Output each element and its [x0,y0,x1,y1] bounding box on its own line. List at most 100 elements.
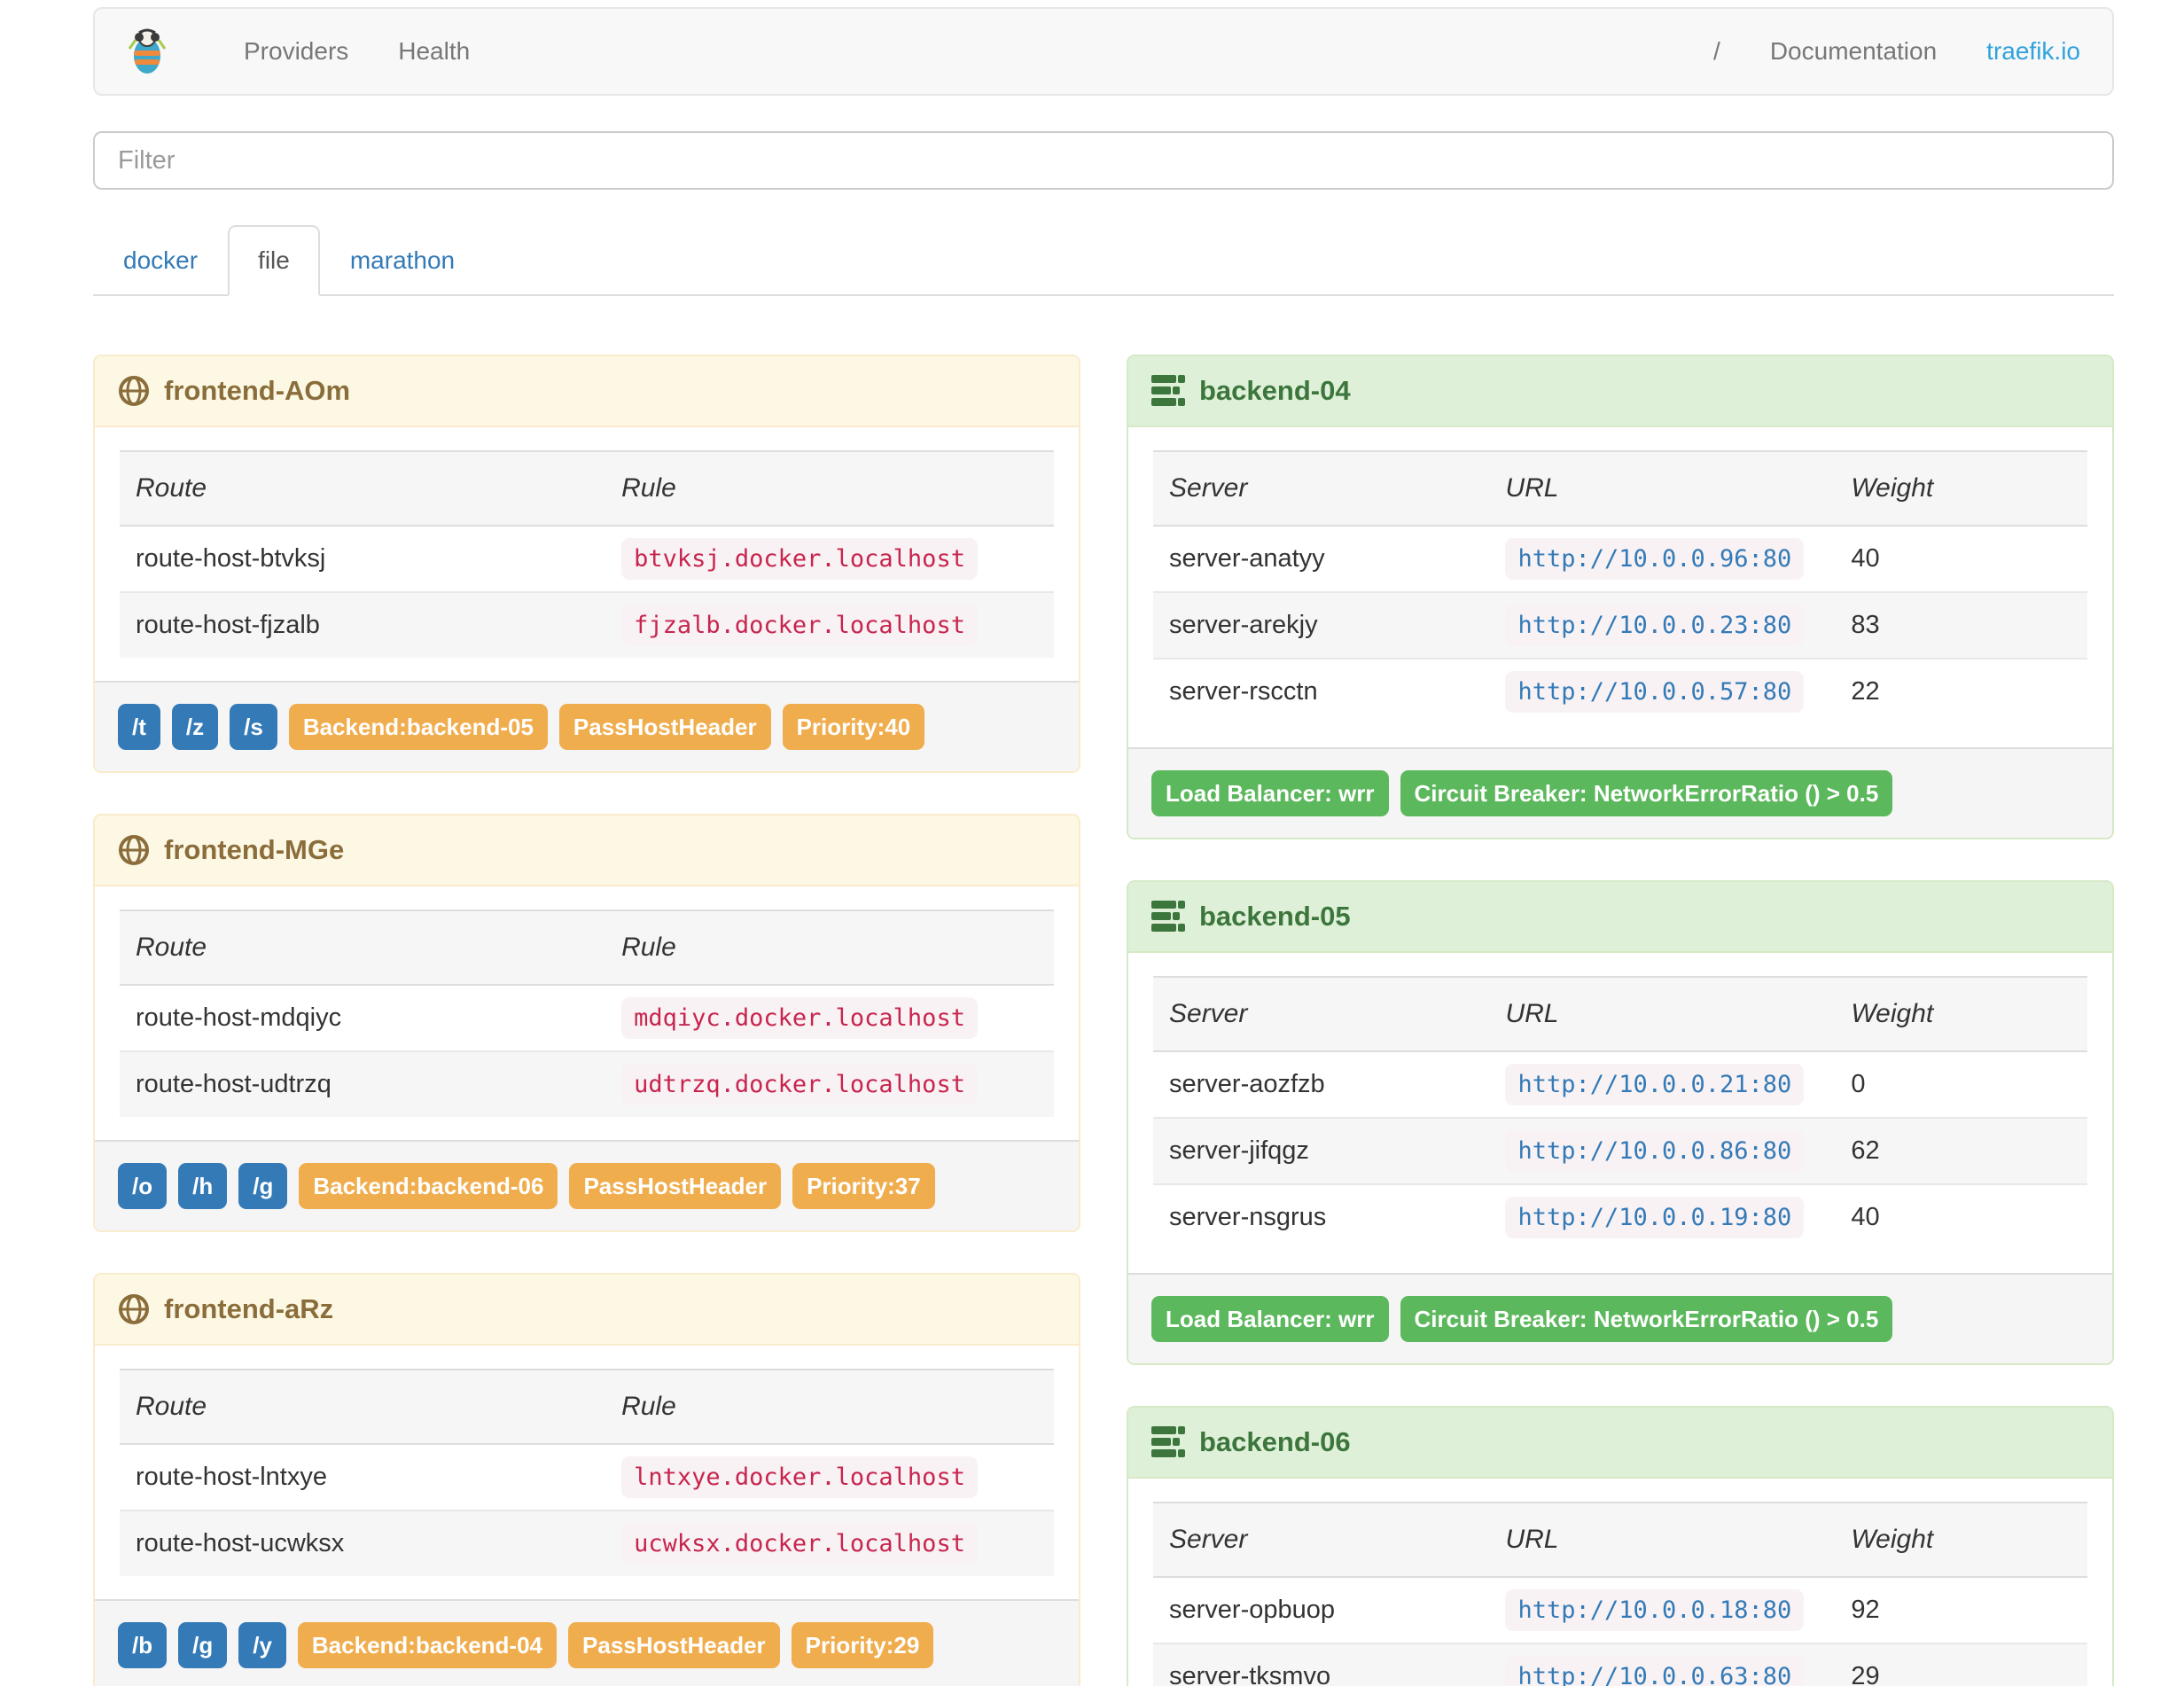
server-stack-icon [1151,1426,1185,1457]
backend-panel-heading: backend-05 [1128,882,2112,953]
backend-title: backend-06 [1199,1426,1351,1457]
tab-marathon[interactable]: marathon [320,225,485,296]
route-column-header: Route [120,909,606,986]
server-url-link[interactable]: http://10.0.0.21:80 [1505,1064,1805,1105]
globe-icon [119,376,149,406]
weight-column-header: Weight [1835,1502,2087,1578]
passhostheader-badge: PassHostHeader [558,704,771,750]
table-row: server-arekjy http://10.0.0.23:80 83 [1153,591,2087,659]
backend-panel: backend-05 Server URL Weight [1127,880,2114,1365]
backend-title: backend-05 [1199,901,1351,932]
table-row: server-aozfzb http://10.0.0.21:80 0 [1153,1051,2087,1118]
server-cell: server-tksmvo [1153,1643,1490,1686]
nav-traefik-io-link[interactable]: traefik.io [1986,37,2080,65]
entrypoint-badge: /g [178,1622,228,1668]
server-url-link[interactable]: http://10.0.0.63:80 [1505,1656,1805,1686]
rule-code: fjzalb.docker.localhost [621,605,978,646]
table-row: route-host-btvksj btvksj.docker.localhos… [120,526,1054,592]
entrypoint-badge: /g [238,1163,288,1209]
globe-icon [119,835,149,865]
weight-cell: 92 [1851,1596,1880,1624]
backend-panel-heading: backend-06 [1128,1408,2112,1479]
url-cell: http://10.0.0.21:80 [1489,1051,1835,1118]
rule-cell: udtrzq.docker.localhost [605,1050,1054,1117]
tab-docker[interactable]: docker [93,225,228,296]
entrypoint-badge: /z [171,704,219,750]
tab-docker-label[interactable]: docker [123,246,199,274]
weight-column-header: Weight [1835,976,2087,1052]
backend-panel-body: Server URL Weight server-anatyy http://1… [1128,427,2112,747]
weight-cell: 40 [1835,1183,2087,1250]
frontend-title: frontend-AOm [164,375,351,406]
rule-code: btvksj.docker.localhost [621,538,978,580]
frontend-panel-body: Route Rule route-host-btvksj btvksj.dock… [95,427,1079,681]
content-columns: frontend-AOm Route Rule ro [93,355,2114,1686]
server-column-header: Server [1153,450,1490,527]
priority-badge: Priority:29 [791,1622,934,1668]
circuit-breaker-badge: Circuit Breaker: NetworkErrorRatio () > … [1400,1296,1893,1342]
rule-code: udtrzq.docker.localhost [621,1064,978,1105]
server-url-link[interactable]: http://10.0.0.86:80 [1505,1130,1805,1172]
load-balancer-badge: Load Balancer: wrr [1151,770,1389,816]
backend-badge: Backend:backend-04 [297,1622,558,1668]
url-cell: http://10.0.0.57:80 [1489,658,1836,724]
load-balancer-badge: Load Balancer: wrr [1151,1296,1389,1342]
server-stack-icon [1151,375,1185,406]
route-cell: route-host-btvksj [136,544,326,573]
server-url-link[interactable]: http://10.0.0.18:80 [1505,1589,1805,1631]
weight-cell: 62 [1835,1117,2087,1184]
server-url-link[interactable]: http://10.0.0.96:80 [1505,538,1805,580]
entrypoint-badge: /b [118,1622,168,1668]
passhostheader-badge: PassHostHeader [569,1163,782,1209]
table-row: server-tksmvo http://10.0.0.63:80 29 [1153,1643,2087,1686]
servers-table: Server URL Weight server-anatyy http://1… [1153,450,2087,724]
table-row: server-opbuop http://10.0.0.18:80 92 [1153,1577,2087,1643]
route-cell: route-host-ucwksx [120,1510,606,1576]
rule-cell: mdqiyc.docker.localhost [605,985,1054,1051]
weight-cell: 83 [1835,591,2087,659]
server-url-link[interactable]: http://10.0.0.23:80 [1505,605,1805,646]
frontend-title: frontend-aRz [164,1293,334,1324]
traefik-logo-icon [127,27,168,75]
nav-documentation-link[interactable]: Documentation [1769,37,1938,65]
server-url-link[interactable]: http://10.0.0.19:80 [1505,1197,1805,1238]
servers-table: Server URL Weight server-aozfzb http://1… [1153,976,2087,1250]
route-cell: route-host-udtrzq [120,1050,606,1117]
rule-code: mdqiyc.docker.localhost [621,997,978,1039]
backend-panel-body: Server URL Weight server-aozfzb http://1… [1128,953,2112,1273]
table-row: route-host-lntxye lntxye.docker.localhos… [120,1444,1054,1510]
table-row: route-host-udtrzq udtrzq.docker.localhos… [120,1050,1054,1117]
provider-tabs: docker file marathon [93,225,2114,296]
globe-icon [119,1294,149,1324]
server-url-link[interactable]: http://10.0.0.57:80 [1505,671,1805,713]
nav-providers-link[interactable]: Providers [244,37,349,65]
tab-file-label[interactable]: file [228,225,320,296]
rule-column-header: Rule [605,1369,1054,1445]
weight-cell: 29 [1835,1643,2087,1686]
server-stack-icon [1151,901,1185,932]
routes-table: Route Rule route-host-mdqiyc mdqiyc.dock… [120,909,1054,1117]
backend-panel: backend-06 Server URL Weight [1127,1406,2114,1686]
route-cell: route-host-lntxye [136,1463,327,1491]
frontend-panel-footer: /b /g /y Backend:backend-04 PassHostHead… [95,1599,1079,1686]
nav-health-link[interactable]: Health [398,37,471,65]
route-column-header: Route [120,450,606,527]
rule-cell: fjzalb.docker.localhost [605,591,1054,658]
nav-separator: / [1713,37,1720,65]
frontend-title: frontend-MGe [164,834,345,865]
tab-marathon-label[interactable]: marathon [349,246,456,274]
route-column-header: Route [120,1369,606,1445]
server-column-header: Server [1153,1502,1490,1578]
tab-file[interactable]: file [228,225,320,296]
routes-table-header-row: Route Rule [120,909,1054,986]
frontend-panel: frontend-MGe Route Rule ro [93,814,1080,1232]
backends-column: backend-04 Server URL Weight [1127,355,2114,1686]
weight-cell: 40 [1851,544,1880,573]
entrypoint-badge: /y [238,1622,286,1668]
table-row: server-nsgrus http://10.0.0.19:80 40 [1153,1183,2087,1250]
url-column-header: URL [1489,450,1836,527]
url-cell: http://10.0.0.23:80 [1489,591,1836,659]
backend-panel-footer: Load Balancer: wrr Circuit Breaker: Netw… [1128,747,2112,838]
filter-input[interactable] [93,131,2114,190]
server-cell: server-jifqgz [1153,1117,1490,1184]
